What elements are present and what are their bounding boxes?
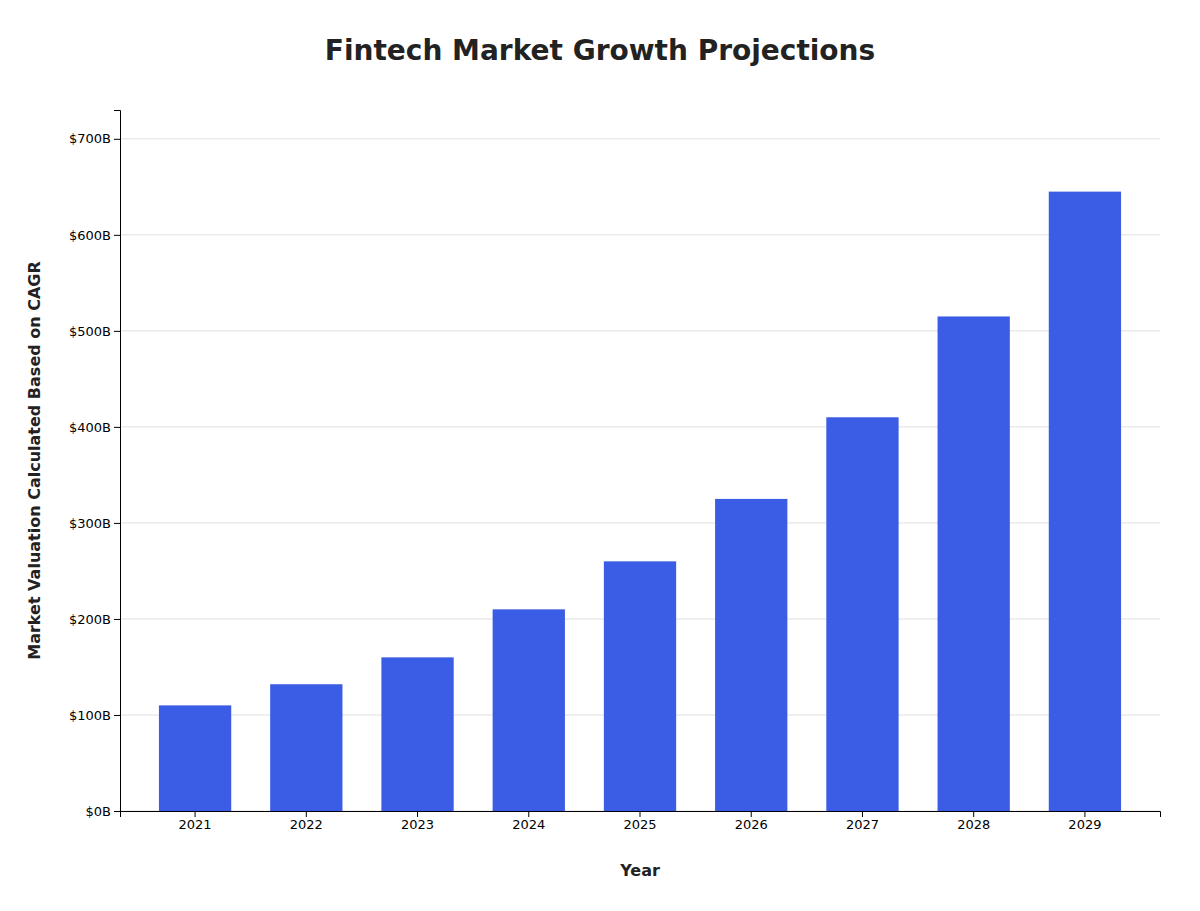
x-tick-mark: [973, 811, 974, 817]
x-tick-mark: [1084, 811, 1085, 817]
x-tick-mark: [640, 811, 641, 817]
y-tick-label: $300B: [69, 516, 111, 531]
y-tick-label: $200B: [69, 612, 111, 627]
y-tick: $100B: [69, 708, 120, 723]
y-axis-title: Market Valuation Calculated Based on CAG…: [25, 261, 44, 660]
y-tick-label: $600B: [69, 227, 111, 242]
x-tick-label: 2021: [179, 817, 212, 832]
x-tick: 2022: [290, 811, 323, 832]
x-tick-label: 2028: [957, 817, 990, 832]
x-tick: 2024: [512, 811, 545, 832]
y-tick: $500B: [69, 324, 120, 339]
bar: [381, 657, 453, 811]
bar: [604, 561, 676, 811]
y-tick-mark: [114, 235, 120, 236]
y-tick: $700B: [69, 131, 120, 146]
y-tick: $0B: [86, 804, 120, 819]
x-tick-label: 2022: [290, 817, 323, 832]
y-tick-mark: [114, 715, 120, 716]
x-tick-label: 2027: [846, 817, 879, 832]
y-tick: $600B: [69, 227, 120, 242]
y-tick-label: $500B: [69, 324, 111, 339]
y-tick: $300B: [69, 516, 120, 531]
x-tick: 2026: [735, 811, 768, 832]
x-tick: 2028: [957, 811, 990, 832]
x-tick-mark: [862, 811, 863, 817]
grid: [120, 139, 1160, 811]
y-tick-label: $700B: [69, 131, 111, 146]
chart-container: 202120222023202420252026202720282029$0B$…: [0, 0, 1200, 911]
x-tick-label: 2023: [401, 817, 434, 832]
bar: [493, 609, 565, 811]
x-axis: 2021 2022 2023 2024 2025 2026 2027 2028 2029: [121, 811, 1161, 832]
bar: [826, 417, 898, 811]
y-tick-label: $400B: [69, 420, 111, 435]
x-axis-line: [121, 812, 1161, 818]
y-tick-mark: [114, 331, 120, 332]
chart-svg: 202120222023202420252026202720282029$0B$…: [0, 0, 1200, 911]
x-tick-label: 2029: [1068, 817, 1101, 832]
y-tick-label: $0B: [86, 804, 111, 819]
y-tick: $400B: [69, 420, 120, 435]
y-axis: $0B $100B $200B $300B $400B $500B $600B $700B: [69, 111, 121, 819]
bar: [938, 316, 1010, 811]
x-tick-label: 2025: [623, 817, 656, 832]
y-tick-mark: [114, 811, 120, 812]
grid-line: [120, 234, 1160, 235]
x-tick: 2025: [623, 811, 656, 832]
bars: [159, 192, 1121, 811]
y-axis-line: [114, 111, 121, 812]
x-tick-label: 2024: [512, 817, 545, 832]
x-tick-mark: [306, 811, 307, 817]
y-tick-label: $100B: [69, 708, 111, 723]
bar: [715, 499, 787, 811]
x-tick: 2029: [1068, 811, 1101, 832]
plot: 202120222023202420252026202720282029$0B$…: [69, 111, 1161, 833]
y-tick-mark: [114, 427, 120, 428]
x-tick-label: 2026: [735, 817, 768, 832]
x-tick: 2027: [846, 811, 879, 832]
y-tick-mark: [114, 523, 120, 524]
bar: [159, 705, 231, 811]
grid-line: [120, 138, 1160, 139]
x-tick: 2021: [179, 811, 212, 832]
bar: [270, 684, 342, 811]
bar: [1049, 192, 1121, 811]
y-tick-mark: [114, 619, 120, 620]
y-tick-mark: [114, 139, 120, 140]
x-tick-mark: [195, 811, 196, 817]
x-tick-mark: [417, 811, 418, 817]
x-tick-mark: [528, 811, 529, 817]
title: Fintech Market Growth Projections: [325, 34, 875, 67]
x-axis-title: Year: [619, 861, 660, 880]
x-tick: 2023: [401, 811, 434, 832]
x-tick-mark: [751, 811, 752, 817]
y-tick: $200B: [69, 612, 120, 627]
